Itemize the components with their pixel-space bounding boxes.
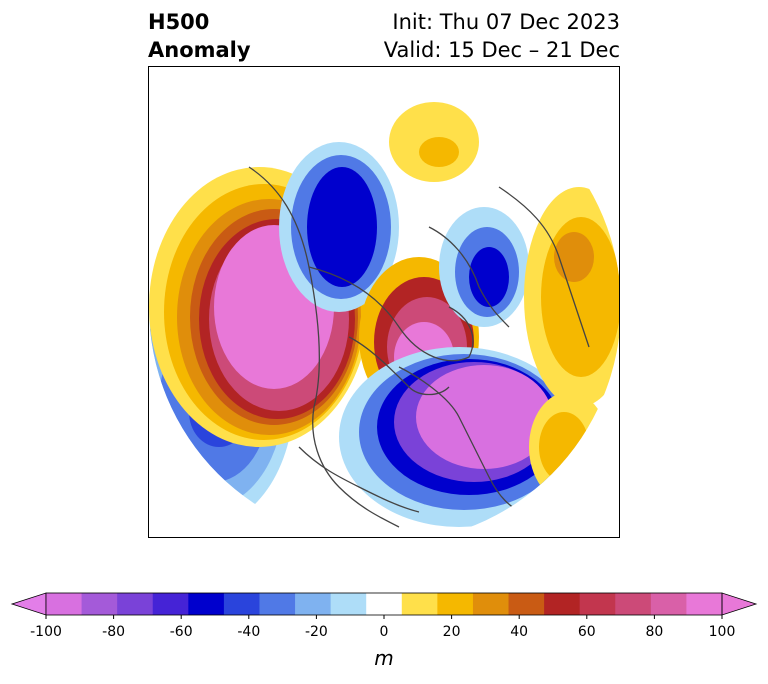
colorbar-tick-label: 0	[379, 624, 389, 640]
colorbar: -100 -80 -60 -40 -20 0 20 40 60 80 100 m	[10, 590, 758, 680]
colorbar-tick-label: 80	[645, 624, 664, 640]
colorbar-tick-label: 20	[442, 624, 461, 640]
colorbar-segment	[223, 593, 260, 615]
colorbar-tick-label: -40	[237, 624, 261, 640]
title-type: Anomaly	[148, 38, 251, 62]
colorbar-segment	[650, 593, 687, 615]
colorbar-extend-min	[10, 592, 47, 616]
colorbar-segment	[152, 593, 189, 615]
colorbar-segment	[401, 593, 438, 615]
colorbar-tick-label: -20	[304, 624, 328, 640]
colorbar-segment	[295, 593, 332, 615]
colorbar-segment	[472, 593, 510, 615]
valid-range: Valid: 15 Dec – 21 Dec	[383, 38, 620, 62]
colorbar-tick-label: -100	[30, 624, 62, 640]
colorbar-tick-label: 40	[510, 624, 529, 640]
colorbar-segment	[508, 593, 545, 615]
colorbar-segment	[544, 593, 581, 615]
chart-title-right: Init: Thu 07 Dec 2023 Valid: 15 Dec – 21…	[384, 8, 620, 64]
siberia-positive-anomaly	[389, 102, 479, 182]
colorbar-tick-label: -60	[169, 624, 193, 640]
colorbar-segment	[686, 593, 723, 615]
init-date: Init: Thu 07 Dec 2023	[392, 10, 620, 34]
colorbar-segment	[615, 593, 652, 615]
east-atlantic-positive-anomaly	[524, 187, 619, 502]
title-variable: H500	[148, 10, 210, 34]
colorbar-svg	[10, 592, 758, 619]
colorbar-segment	[46, 593, 83, 615]
colorbar-unit-label: m	[374, 646, 394, 670]
atlantic-negative-anomaly	[339, 347, 579, 527]
colorbar-segment	[117, 593, 154, 615]
colorbar-segment	[81, 593, 118, 615]
colorbar-segment	[188, 593, 225, 615]
colorbar-tick-label: 60	[577, 624, 596, 640]
chart-title-left: H500 Anomaly	[148, 8, 251, 64]
colorbar-tick-label: -80	[102, 624, 126, 640]
colorbar-extend-max	[721, 592, 758, 616]
colorbar-segment	[579, 593, 616, 615]
colorbar-segment	[366, 593, 403, 615]
anomaly-map	[148, 66, 620, 538]
anomaly-map-svg	[149, 102, 619, 528]
colorbar-segment	[330, 593, 367, 615]
coastlines	[248, 166, 590, 528]
colorbar-tick-label: 100	[708, 624, 736, 640]
colorbar-segment	[437, 593, 474, 615]
colorbar-segment	[259, 593, 296, 615]
europe-negative-anomaly	[439, 207, 529, 327]
